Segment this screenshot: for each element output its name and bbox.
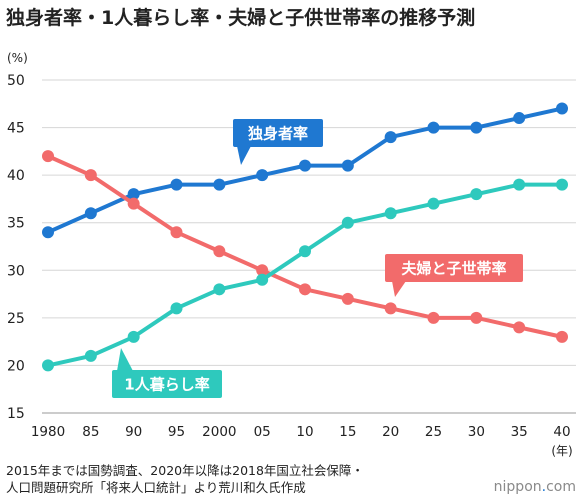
data-point	[127, 330, 140, 343]
x-tick-label: 95	[168, 424, 185, 440]
data-point	[170, 226, 183, 239]
data-point	[556, 102, 568, 115]
y-tick-label: 20	[7, 358, 25, 374]
y-tick-label: 25	[7, 311, 25, 327]
data-point	[513, 112, 526, 125]
series-label-pointer	[237, 146, 251, 165]
data-point	[84, 349, 97, 362]
x-tick-label: 35	[511, 424, 528, 440]
x-tick-label: 40	[553, 424, 570, 440]
data-point	[299, 283, 311, 296]
y-tick-label: 30	[7, 263, 25, 279]
y-tick-label: 35	[7, 216, 25, 232]
data-point	[341, 159, 354, 172]
y-tick-label: 50	[7, 73, 25, 89]
y-tick-label: 45	[7, 121, 25, 137]
y-unit-label: (%)	[7, 51, 28, 65]
data-point	[127, 197, 140, 210]
data-point	[213, 245, 226, 258]
data-point	[384, 131, 397, 144]
series-label-box	[112, 370, 222, 398]
data-point	[213, 178, 226, 191]
series-label-pointer	[117, 348, 133, 371]
source-note: 2015年までは国勢調査、2020年以降は2018年国立社会保障・ 人口問題研究…	[6, 462, 364, 496]
series-label: 夫婦と子世帯率	[401, 260, 506, 278]
data-point	[470, 188, 483, 201]
data-point	[42, 226, 54, 239]
data-point	[42, 150, 54, 163]
data-point	[556, 178, 568, 191]
data-point	[470, 121, 483, 134]
x-tick-label: 90	[125, 424, 142, 440]
source-note-line: 2015年までは国勢調査、2020年以降は2018年国立社会保障・	[6, 463, 364, 478]
x-axis: 1980 85 90 95 2000 05 10 15 20 25 30 35 40 (年)	[31, 424, 573, 458]
source-note-line: 人口問題研究所「将来人口統計」より荒川和久氏作成	[6, 480, 306, 495]
data-point	[213, 283, 226, 296]
data-point	[42, 359, 54, 372]
x-tick-label: 10	[296, 424, 313, 440]
data-point	[513, 321, 526, 334]
data-point	[341, 216, 354, 229]
y-axis: 15 20 25 30 35 40 45 50 (%)	[7, 51, 28, 422]
data-point	[127, 188, 140, 201]
data-point	[84, 207, 97, 220]
data-point	[513, 178, 526, 191]
x-tick-label: 85	[82, 424, 99, 440]
series-label-box	[233, 119, 323, 147]
series-layer	[42, 102, 568, 372]
data-point	[256, 273, 269, 286]
line-chart: 15 20 25 30 35 40 45 50 (%) 1980 85 90 95 2000 05 10 15…	[7, 51, 576, 458]
series-label-box	[385, 254, 523, 282]
data-point	[256, 169, 269, 182]
x-tick-label: 1980	[31, 424, 65, 440]
data-point	[170, 302, 183, 315]
series-label: 1人暮らし率	[124, 376, 209, 394]
chart-title: 独身者率・1人暮らし率・夫婦と子供世帯率の推移予測	[6, 7, 476, 29]
series-label-pointer	[392, 281, 406, 297]
data-point	[341, 292, 354, 305]
brand-dot: .	[541, 479, 547, 495]
x-tick-label: 25	[425, 424, 442, 440]
data-point	[170, 178, 183, 191]
data-point	[256, 264, 269, 277]
data-point	[470, 311, 483, 324]
brand-suffix: com	[546, 479, 576, 495]
x-tick-label: 20	[382, 424, 399, 440]
y-tick-label: 40	[7, 168, 25, 184]
data-point	[427, 311, 440, 324]
data-point	[384, 302, 397, 315]
data-point	[299, 159, 311, 172]
data-point	[427, 197, 440, 210]
data-point	[84, 169, 97, 182]
data-point	[427, 121, 440, 134]
brand-prefix: nippon	[493, 479, 542, 495]
x-tick-label: 05	[254, 424, 271, 440]
y-tick-label: 15	[7, 406, 25, 422]
x-tick-label: 2000	[202, 424, 236, 440]
data-point	[556, 330, 568, 343]
x-unit-label: (年)	[551, 444, 572, 458]
x-tick-label: 15	[339, 424, 356, 440]
data-point	[384, 207, 397, 220]
brand-logo: nippon.com	[494, 479, 576, 495]
x-tick-label: 30	[468, 424, 485, 440]
series-label: 独身者率	[248, 125, 308, 143]
data-point	[299, 245, 311, 258]
